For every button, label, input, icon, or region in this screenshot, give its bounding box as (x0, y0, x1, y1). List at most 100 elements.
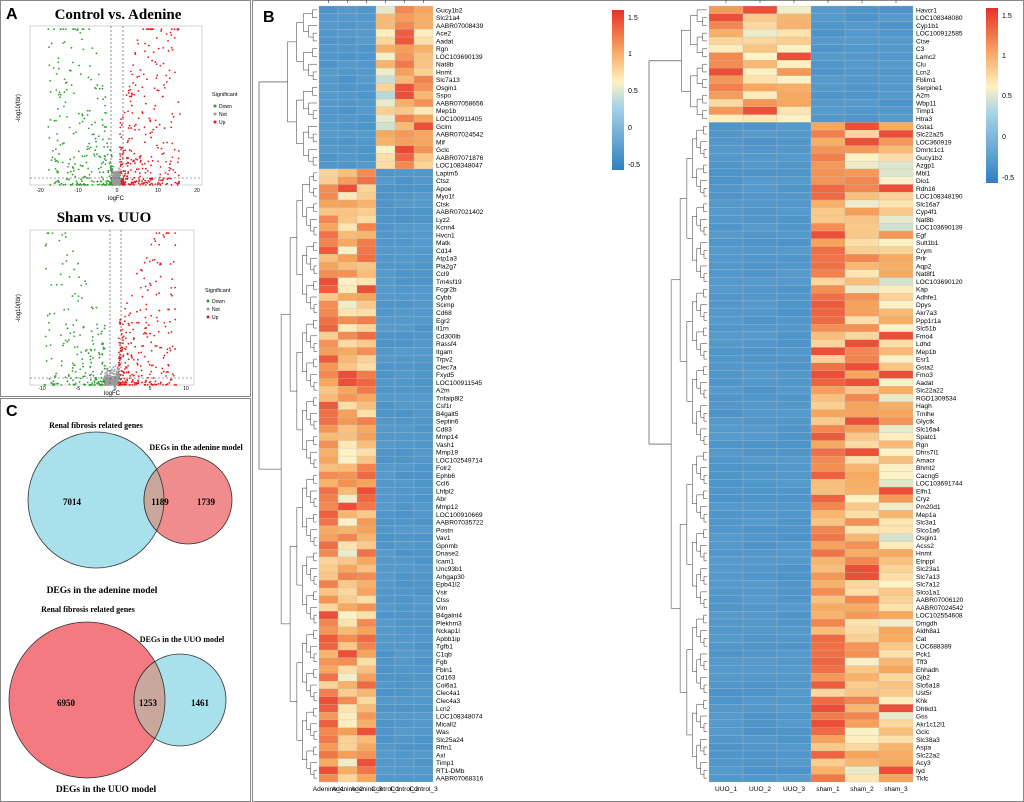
heatmap-cell (810, 463, 846, 472)
heatmap-cell (318, 649, 339, 658)
volcano-point (157, 382, 160, 385)
volcano-point (93, 153, 96, 156)
heatmap-cell (356, 339, 377, 348)
volcano-point (93, 155, 96, 157)
heatmap-cell (413, 735, 434, 744)
heatmap-cell (776, 688, 812, 697)
volcano-point (156, 320, 159, 323)
heatmap-cell (742, 362, 778, 371)
heatmap-cell (708, 215, 744, 224)
heatmap-cell (413, 595, 434, 604)
heatmap-cell (810, 316, 846, 325)
volcano-point (93, 181, 95, 183)
heatmap-cell (708, 486, 744, 496)
heatmap-cell (844, 386, 880, 395)
heatmap-cell (742, 580, 778, 589)
volcano-point (116, 173, 119, 176)
volcano-point (133, 152, 136, 155)
volcano-point (150, 164, 152, 167)
volcano-point (102, 348, 105, 350)
volcano-point (147, 360, 150, 363)
heatmap-cell (742, 370, 778, 379)
heatmap-cell (878, 122, 914, 131)
heatmap-cell (337, 13, 358, 22)
heatmap-cell (356, 254, 377, 263)
heatmap-cell (394, 665, 415, 674)
heatmap-cell (318, 572, 339, 581)
heatmap-row-label: LOC102549714 (436, 457, 483, 464)
volcano-point (152, 377, 155, 379)
heatmap-cell (375, 106, 396, 115)
volcano-point (158, 292, 160, 295)
heatmap-cell (356, 611, 377, 620)
volcano-point (72, 167, 75, 170)
heatmap-cell (318, 52, 339, 61)
volcano-point (116, 171, 119, 174)
volcano-point (99, 383, 102, 386)
heatmap-row-label: AABR07008439 (436, 23, 484, 30)
heatmap-cell (810, 688, 846, 697)
heatmap-cell (844, 355, 880, 364)
heatmap-cell (337, 618, 358, 627)
heatmap-cell (878, 471, 914, 480)
heatmap-cell (318, 67, 339, 76)
heatmap-cell (776, 246, 812, 255)
heatmap-cell (356, 316, 377, 325)
heatmap-cell (413, 44, 434, 53)
heatmap-cell (742, 339, 778, 348)
heatmap-cell (878, 556, 914, 565)
volcano-point (156, 261, 159, 264)
volcano-point (143, 277, 146, 280)
heatmap-cell (318, 230, 339, 239)
volcano-point (113, 370, 115, 373)
heatmap-cell (394, 300, 415, 309)
legend-not-marker (206, 307, 210, 311)
heatmap-cell (375, 316, 396, 325)
heatmap-cell (810, 44, 846, 53)
heatmap-cell (776, 161, 812, 170)
volcano-point (112, 366, 115, 369)
heatmap-cell (776, 642, 812, 651)
heatmap-row-label: Cyp4f1 (916, 209, 937, 216)
heatmap-cell (318, 91, 339, 100)
heatmap-cell (394, 362, 415, 371)
volcano-point (127, 110, 129, 113)
heatmap-cell (810, 665, 846, 674)
heatmap-cell (394, 657, 415, 666)
volcano-bottom-title: Sham vs. UUO (57, 210, 152, 226)
heatmap-row-label: LOC100911545 (436, 380, 482, 387)
heatmap-cell (413, 386, 434, 395)
heatmap-cell (318, 114, 339, 123)
heatmap-cell (776, 595, 812, 604)
heatmap-cell (776, 564, 812, 573)
volcano-point (101, 84, 104, 87)
heatmap-cell (413, 215, 434, 224)
heatmap-cell (394, 564, 415, 573)
volcano-point (50, 284, 53, 286)
heatmap-row-label: Slc6a18 (916, 682, 940, 689)
volcano-point (79, 31, 82, 34)
heatmap-cell (742, 704, 778, 713)
heatmap-row-label: LOC360919 (916, 139, 952, 146)
heatmap-row-label: Mep1b (916, 349, 936, 356)
volcano-point (119, 152, 121, 155)
heatmap-cell (413, 339, 434, 348)
heatmap-cell (394, 440, 415, 449)
heatmap-cell (776, 67, 812, 76)
volcano-point (72, 61, 74, 64)
volcano-point (94, 149, 97, 152)
volcano-point (54, 158, 56, 160)
heatmap-row-label: Slc21a4 (436, 15, 460, 22)
heatmap-cell (337, 417, 358, 426)
colorbar-left-tick: 1.5 (628, 15, 638, 22)
volcano-point (149, 119, 152, 122)
legend-down-label: Down (212, 299, 225, 305)
volcano-point (98, 87, 101, 90)
heatmap-cell (742, 316, 778, 325)
heatmap-cell (356, 67, 377, 76)
heatmap-cell (375, 83, 396, 92)
volcano-point (160, 372, 163, 375)
venn-bottom-overlap-count: 1253 (139, 698, 158, 708)
heatmap-cell (356, 401, 377, 410)
heatmap-cell (375, 308, 396, 317)
